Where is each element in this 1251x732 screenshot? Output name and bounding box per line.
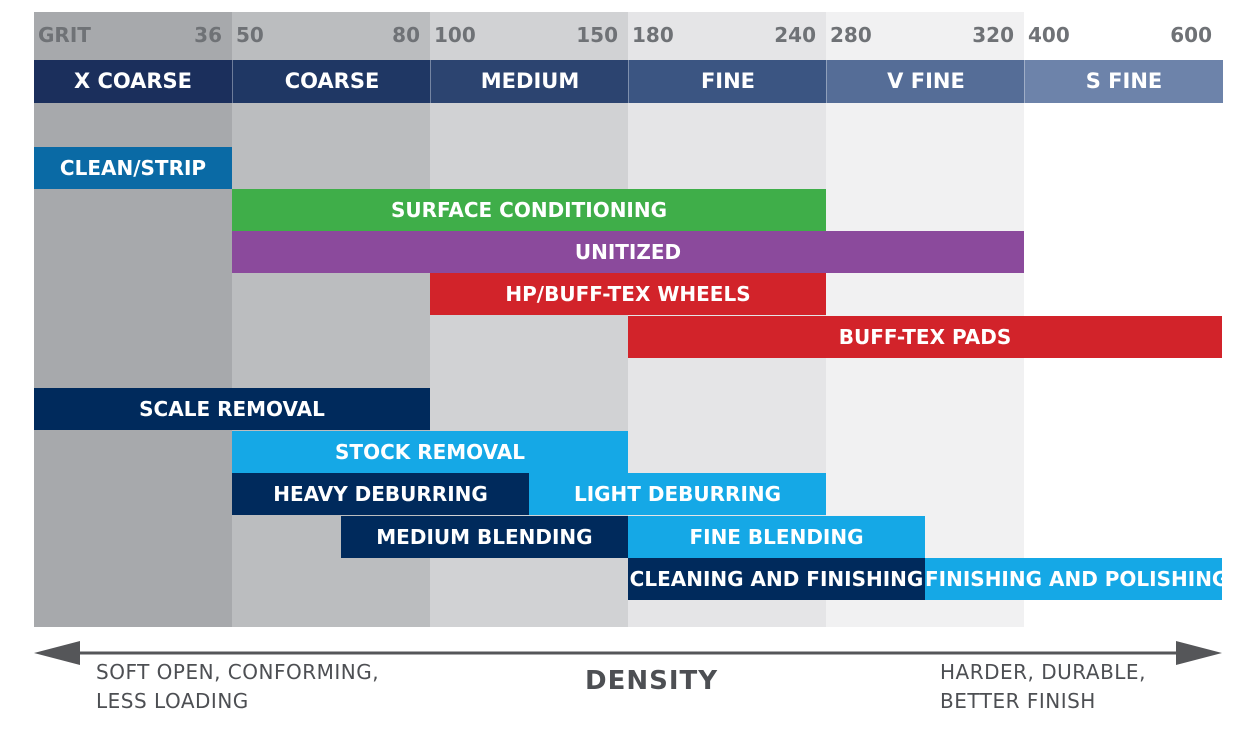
bar-light-deburring: LIGHT DEBURRING: [529, 473, 826, 515]
grit-label: GRIT: [38, 23, 91, 47]
bar-heavy-deburring: HEAVY DEBURRING: [232, 473, 529, 515]
bar-finishing-and-polishing: FINISHING AND POLISHING: [925, 558, 1222, 600]
grit-label: 320: [972, 23, 1014, 47]
grit-label: 600: [1170, 23, 1212, 47]
bar-unitized: UNITIZED: [232, 231, 1024, 273]
left-density-note-line-2: LESS LOADING: [96, 689, 249, 713]
grit-label: 50: [236, 23, 264, 47]
grade-header-coarse: COARSE: [232, 60, 431, 103]
grit-label: 150: [576, 23, 618, 47]
grade-header-fine: FINE: [628, 60, 827, 103]
grade-header-v-fine: V FINE: [826, 60, 1025, 103]
bar-scale-removal: SCALE REMOVAL: [34, 388, 430, 430]
left-density-note: SOFT OPEN, CONFORMING, LESS LOADING: [96, 658, 379, 716]
bar-buff-tex-pads: BUFF-TEX PADS: [628, 316, 1222, 358]
bar-hp-buff-tex-wheels: HP/BUFF-TEX WHEELS: [430, 273, 826, 315]
grit-label: 280: [830, 23, 872, 47]
column-bg-x-coarse: [34, 12, 232, 627]
grade-header-x-coarse: X COARSE: [34, 60, 232, 103]
right-density-note-line-2: BETTER FINISH: [940, 689, 1096, 713]
density-arrow-right-head: [1176, 641, 1222, 665]
density-arrow-left-head: [34, 641, 80, 665]
grade-header-medium: MEDIUM: [430, 60, 629, 103]
bar-clean-strip: CLEAN/STRIP: [34, 147, 232, 189]
grit-label: 80: [392, 23, 420, 47]
grit-label: 240: [774, 23, 816, 47]
bar-cleaning-and-finishing: CLEANING AND FINISHING: [628, 558, 925, 600]
bar-fine-blending: FINE BLENDING: [628, 516, 925, 558]
bar-surface-conditioning: SURFACE CONDITIONING: [232, 189, 826, 231]
density-axis-title: DENSITY: [585, 666, 719, 696]
grit-label: 180: [632, 23, 674, 47]
right-density-note-line-1: HARDER, DURABLE,: [940, 660, 1146, 684]
grade-header-s-fine: S FINE: [1024, 60, 1223, 103]
bar-stock-removal: STOCK REMOVAL: [232, 431, 628, 473]
grit-label: 100: [434, 23, 476, 47]
left-density-note-line-1: SOFT OPEN, CONFORMING,: [96, 660, 380, 684]
right-density-note: HARDER, DURABLE, BETTER FINISH: [940, 658, 1146, 716]
bar-medium-blending: MEDIUM BLENDING: [340, 516, 628, 558]
grit-label: 400: [1028, 23, 1070, 47]
grit-label: 36: [194, 23, 222, 47]
